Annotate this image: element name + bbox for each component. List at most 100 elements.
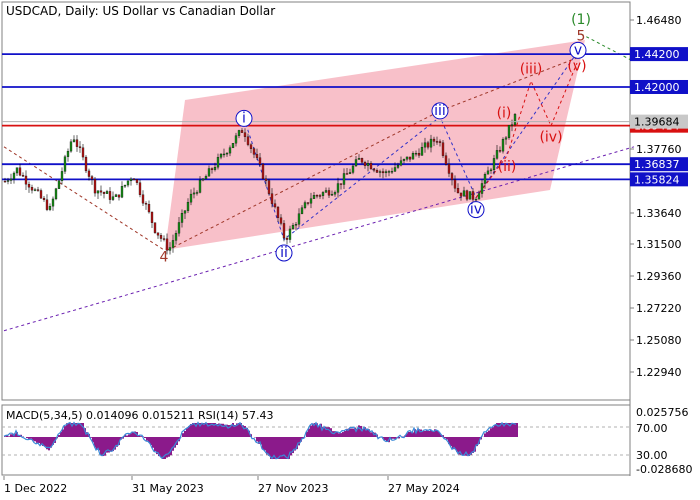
macd-bar: [274, 437, 276, 459]
candle-body: [186, 201, 190, 211]
macd-bar: [32, 437, 34, 441]
macd-bar: [342, 432, 344, 437]
candle-body: [234, 135, 238, 144]
level-badge-label: 1.42000: [634, 81, 680, 94]
candle-body: [87, 170, 91, 177]
macd-bar: [370, 432, 372, 437]
wave-label-v: (v): [567, 58, 586, 74]
macd-bar: [466, 437, 468, 456]
candle-body: [264, 178, 268, 181]
macd-bar: [456, 437, 458, 452]
candle-body: [153, 222, 157, 233]
macd-bar: [22, 436, 24, 437]
macd-bar: [166, 437, 168, 458]
candle-body: [117, 194, 121, 198]
macd-bar: [354, 427, 356, 437]
macd-bar: [496, 423, 498, 437]
wave-label-iv: iv: [470, 202, 482, 218]
macd-bar: [102, 437, 104, 457]
candle-body: [327, 190, 331, 196]
candle-body: [225, 152, 229, 155]
macd-bar: [90, 437, 92, 438]
candle-body: [321, 192, 325, 196]
candle-body: [123, 184, 127, 187]
macd-bar: [284, 437, 286, 459]
candle-body: [6, 180, 10, 182]
candle-body: [339, 183, 343, 185]
macd-bar: [260, 437, 262, 445]
macd-bar: [406, 433, 408, 437]
candle-body: [255, 154, 259, 158]
macd-bar: [226, 424, 228, 437]
level-badge-label: 1.36837: [634, 158, 680, 171]
candle-body: [267, 180, 271, 194]
macd-bar: [268, 437, 270, 456]
macd-bar: [108, 437, 110, 453]
indicator-tick-label: 70.00: [636, 422, 668, 435]
macd-bar: [386, 437, 388, 442]
macd-bar: [414, 429, 416, 437]
candle-body: [426, 142, 430, 148]
candle-body: [414, 152, 418, 155]
macd-bar: [424, 430, 426, 437]
macd-bar: [4, 436, 6, 437]
macd-bar: [172, 437, 174, 451]
candle-body: [171, 240, 175, 248]
macd-bar: [314, 423, 316, 437]
macd-bar: [70, 423, 72, 437]
level-badge: [630, 172, 688, 187]
candle-body: [237, 130, 241, 136]
macd-bar: [352, 428, 354, 437]
wave-5-line: [167, 56, 580, 251]
macd-bar: [158, 437, 160, 457]
candle-body: [21, 175, 25, 177]
macd-bar: [220, 423, 222, 437]
macd-bar: [184, 430, 186, 437]
candle-body: [420, 146, 424, 156]
macd-bar: [74, 423, 76, 437]
candle-body: [132, 178, 136, 181]
candle-body: [159, 235, 163, 239]
macd-bar: [428, 430, 430, 437]
macd-bar: [462, 437, 464, 456]
macd-bar: [402, 436, 404, 437]
candle-body: [150, 211, 154, 223]
candle-body: [369, 163, 373, 170]
candle-body: [78, 146, 82, 148]
macd-bar: [516, 423, 518, 437]
candle-body: [306, 202, 310, 204]
macd-bar: [454, 437, 456, 450]
macd-bar: [318, 425, 320, 437]
macd-bar: [240, 423, 242, 437]
candle-body: [126, 180, 130, 186]
macd-bar: [28, 437, 30, 439]
candle-body: [93, 179, 97, 194]
level-badge: [630, 47, 688, 62]
candle-body: [177, 222, 181, 234]
candle-body: [216, 157, 220, 168]
candle-body: [72, 139, 76, 142]
macd-bar: [486, 431, 488, 437]
candle-body: [363, 162, 367, 166]
candle-body: [459, 192, 463, 197]
candle-body: [174, 233, 178, 241]
macd-bar: [434, 429, 436, 437]
macd-bar: [358, 425, 360, 437]
macd-bar: [38, 437, 40, 444]
macd-bar: [224, 424, 226, 437]
wave-label-ii: ii: [280, 245, 288, 261]
macd-bar: [394, 437, 396, 439]
indicator-label: MACD(5,34,5) 0.014096 0.015211 RSI(14) 5…: [6, 409, 273, 422]
price-tick-label: 1.29360: [636, 270, 682, 283]
candle-body: [312, 195, 316, 199]
macd-bar: [164, 437, 166, 459]
candle-body: [219, 153, 223, 158]
macd-bar: [182, 433, 184, 437]
wave-label-iv: (iv): [539, 129, 562, 145]
candle-body: [42, 197, 46, 200]
macd-bar: [82, 423, 84, 437]
macd-bar: [294, 437, 296, 451]
macd-bar: [214, 423, 216, 437]
candle-body: [249, 144, 253, 149]
